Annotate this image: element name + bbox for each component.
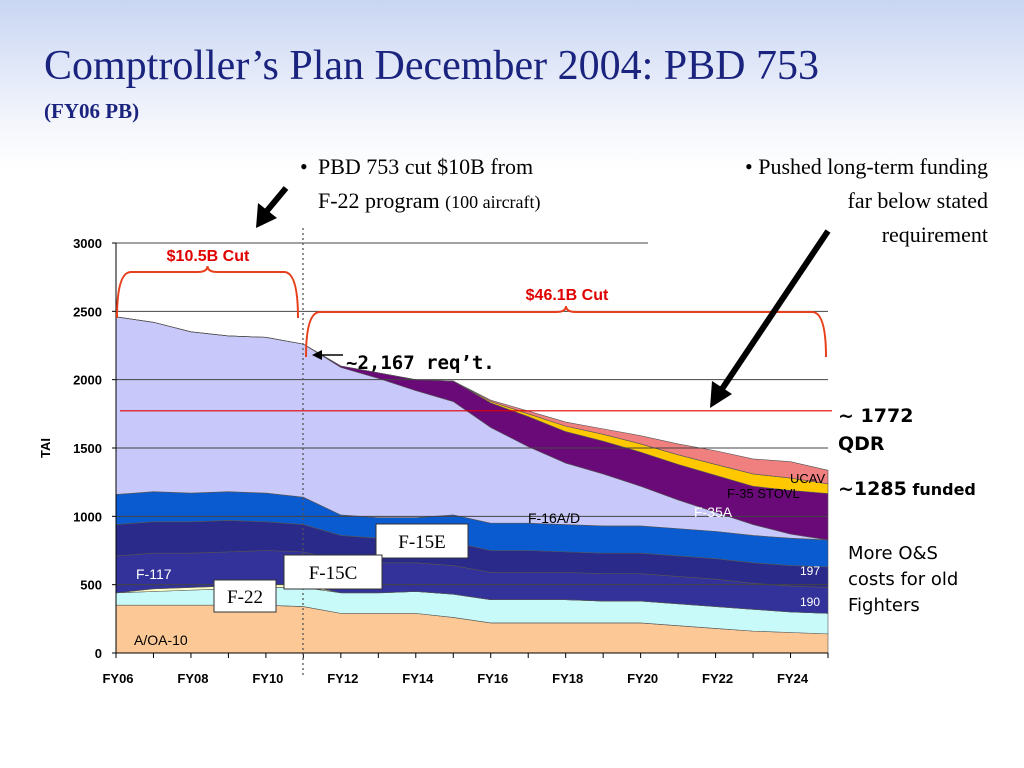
label-aoa10: A/OA-10	[134, 632, 188, 648]
brace-46b	[305, 305, 827, 358]
req-label: ~2,167 req’t.	[346, 352, 495, 374]
label-190: 190	[800, 595, 820, 609]
y-tick-label: 1000	[73, 509, 102, 524]
y-tick-label: 0	[95, 646, 102, 661]
label-f16: F-16A/D	[528, 510, 580, 526]
y-tick-label: 1500	[73, 441, 102, 456]
om-note: More O&S costs for old Fighters	[848, 543, 959, 616]
box-f15c-box	[283, 554, 383, 590]
box-f15e-text: F-15E	[398, 532, 446, 553]
x-tick-label: FY08	[177, 671, 208, 686]
box-f15c-text: F-15C	[309, 563, 358, 584]
cut-label-46b: $46.1B Cut	[526, 287, 609, 304]
page-subtitle: (FY06 PB)	[44, 99, 140, 123]
bullet-line: PBD 753 cut $10B from	[318, 154, 534, 179]
box-f22-text: F-22	[227, 587, 263, 608]
label-f35a: F-35A	[694, 504, 733, 520]
page-title: Comptroller’s Plan December 2004: PBD 75…	[44, 43, 819, 89]
arrow-funding-head	[710, 381, 732, 408]
box-f22-box	[213, 579, 277, 613]
x-tick-label: FY12	[327, 671, 358, 686]
y-tick-label: 500	[80, 578, 102, 593]
bullet-line: • Pushed long-term funding	[745, 154, 988, 179]
bullet-line: F-22 program (100 aircraft)	[318, 188, 541, 213]
arrow-f22-shaft	[263, 186, 289, 214]
cut-label-10b: $10.5B Cut	[167, 248, 250, 265]
y-tick-label: 2000	[73, 373, 102, 388]
y-tick-label: 2500	[73, 304, 102, 319]
x-tick-label: FY06	[102, 671, 133, 686]
area-ucav	[115, 316, 829, 485]
y-tick-label: 3000	[73, 236, 102, 251]
arrow-funding-shaft	[717, 229, 831, 394]
chart-axes: 0 500 1000 1500 2000 2500 3000 FY06 FY08 FY10 FY12…	[38, 236, 829, 686]
x-tick-label: FY18	[552, 671, 583, 686]
arrow-f22-head	[256, 203, 277, 228]
qdr-note: ~ 1772 QDR	[838, 405, 914, 455]
req-arrow-head	[312, 350, 322, 360]
bullet-f22-cut: • PBD 753 cut $10B from F-22 program (10…	[300, 150, 638, 219]
bullet-dot: •	[300, 154, 308, 179]
bullet-line: requirement	[881, 222, 988, 247]
label-ucav: UCAV	[790, 471, 825, 486]
x-tick-label: FY10	[252, 671, 283, 686]
bullet-aside: (100 aircraft)	[445, 192, 541, 212]
bullet-dot: •	[745, 154, 759, 179]
x-tick-label: FY22	[702, 671, 733, 686]
bullet-line: far below stated	[847, 188, 989, 213]
bullet-funding: • Pushed long-term funding far below sta…	[690, 150, 988, 252]
x-tick-label: FY20	[627, 671, 658, 686]
y-axis-label: TAI	[38, 438, 53, 458]
x-tick-label: FY24	[777, 671, 809, 686]
label-f117: F-117	[136, 566, 172, 582]
x-tick-label: FY14	[402, 671, 434, 686]
box-f15e-box	[375, 523, 469, 559]
brace-10b	[116, 265, 299, 319]
x-tick-label: FY16	[477, 671, 508, 686]
label-197: 197	[800, 564, 820, 578]
label-f35-stovl: F-35 STOVL	[727, 486, 800, 501]
funded-note: ~1285 funded	[838, 478, 976, 500]
